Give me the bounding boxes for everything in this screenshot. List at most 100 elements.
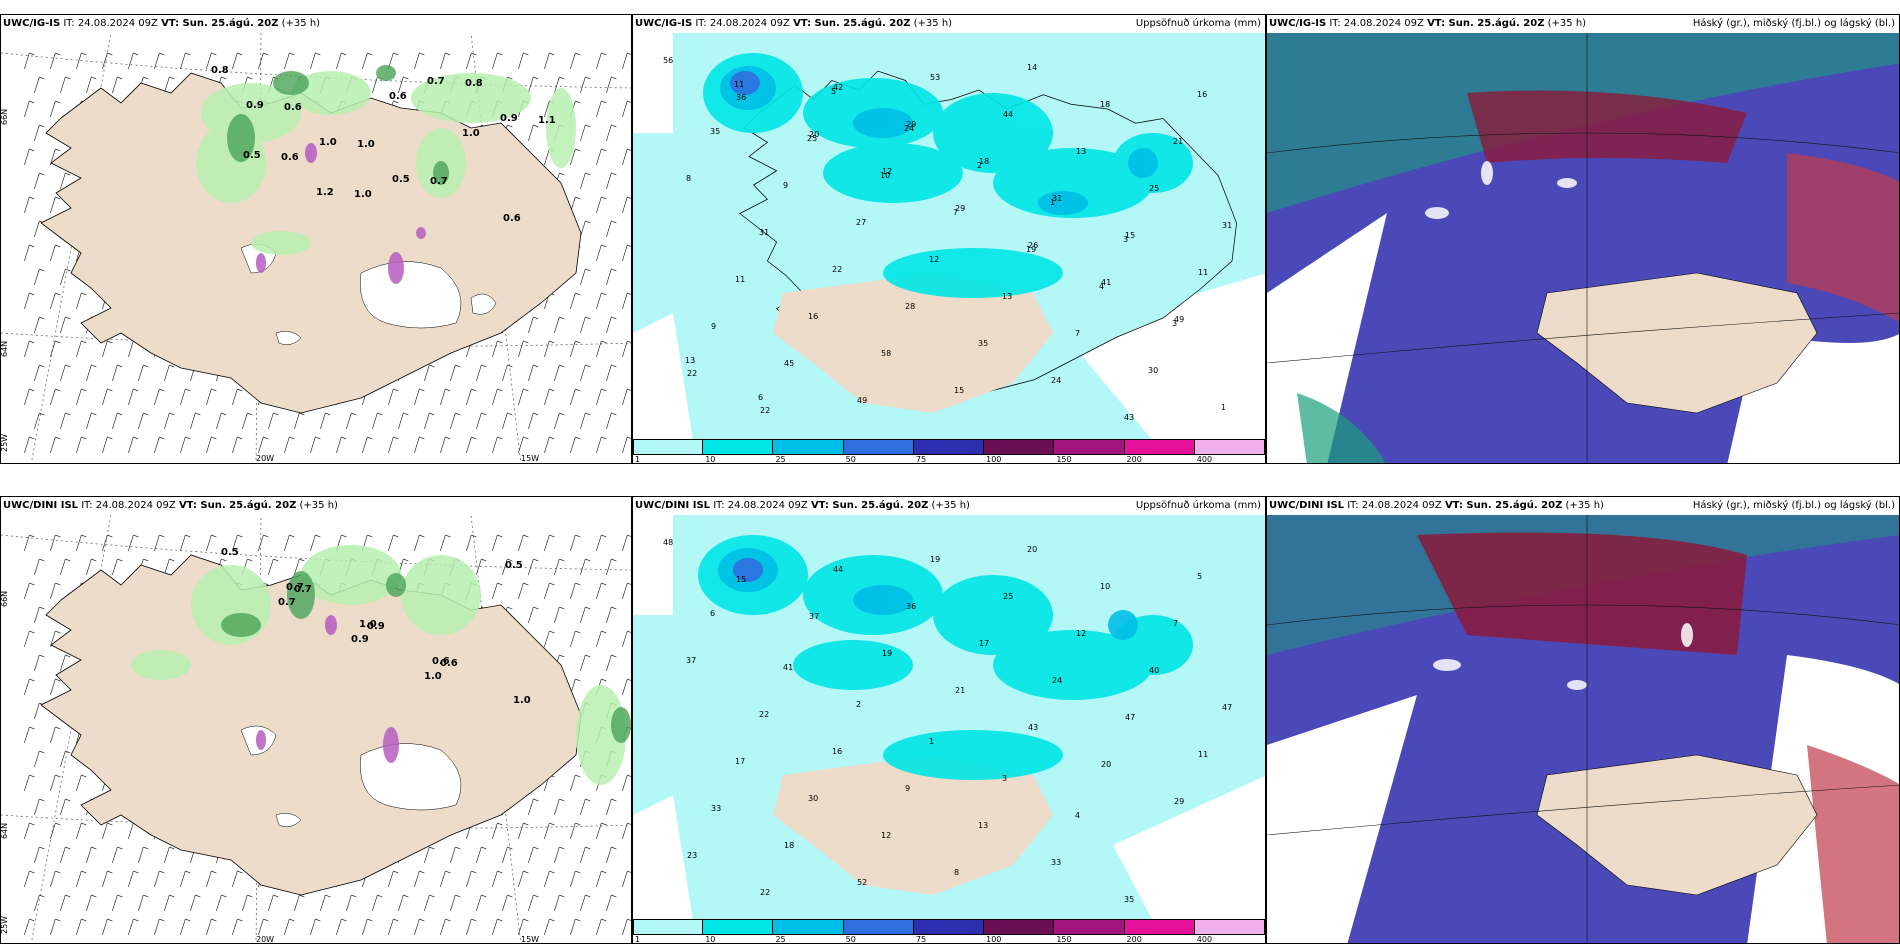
colorbar-swatch <box>1054 439 1125 455</box>
wind-barb-tick <box>575 534 581 538</box>
value-label: 9 <box>711 322 716 331</box>
wind-barb-tick <box>507 76 513 80</box>
wind-barb-tick <box>611 654 617 658</box>
wind-barb <box>179 388 186 406</box>
wind-barb-tick <box>585 894 591 898</box>
lat-label-64: 64N <box>1 823 9 839</box>
wind-barb-tick <box>507 558 513 562</box>
wind-barb-tick <box>549 52 555 56</box>
wind-barb <box>527 364 534 382</box>
wind-barb-tick <box>81 534 87 538</box>
value-label: 22 <box>759 710 769 719</box>
wind-barb-tick <box>471 870 477 874</box>
wind-barb <box>231 52 238 70</box>
wind-barb <box>127 534 134 552</box>
wind-barb-tick <box>559 798 565 802</box>
wind-barb <box>439 436 446 454</box>
wind-barb <box>621 678 628 696</box>
wind-barb-tick <box>351 894 357 898</box>
wind-barb <box>605 268 612 286</box>
wind-barb-tick <box>523 388 529 392</box>
wind-barb-tick <box>601 534 607 538</box>
wind-barb-tick <box>627 436 631 439</box>
wind-barb-tick <box>55 52 61 56</box>
wind-barb-tick <box>159 436 165 440</box>
wind-barb-tick <box>39 606 45 610</box>
wind-barb <box>387 388 394 406</box>
colorbar-swatch <box>633 919 704 935</box>
value-label: 11 <box>734 80 744 89</box>
wind-barb-tick <box>497 582 503 586</box>
wind-barb-tick <box>55 918 61 922</box>
wind-barb <box>33 558 40 576</box>
value-label: 20 <box>1027 545 1037 554</box>
wind-barb-tick <box>117 558 123 562</box>
wind-barb-tick <box>393 534 399 538</box>
wind-barb-tick <box>169 412 175 416</box>
wind-barb-tick <box>55 630 61 634</box>
wind-barb-tick <box>523 582 529 586</box>
precip-map: 4815371921432029232244361724471133185219… <box>633 515 1265 921</box>
wind-barb-tick <box>455 894 461 898</box>
wind-barb <box>163 412 170 430</box>
wind-barb <box>439 870 446 888</box>
wind-barb <box>267 412 274 430</box>
wind-barb <box>293 894 300 912</box>
wind-barb-tick <box>627 244 631 247</box>
wind-barb <box>621 582 628 600</box>
wind-barb-tick <box>585 558 591 562</box>
value-label: 0.7 <box>427 76 445 87</box>
lon-label-25: 25W <box>1 434 9 452</box>
wind-barb <box>595 630 602 648</box>
wind-barb-tick <box>29 678 35 682</box>
wind-barb <box>371 76 378 94</box>
wind-barb <box>517 534 524 552</box>
value-label: 3 <box>1002 774 1007 783</box>
wind-barb <box>49 534 56 552</box>
value-label: 12 <box>1076 629 1086 638</box>
wind-barb <box>397 76 404 94</box>
wind-barb <box>319 412 326 430</box>
value-label: 0.6 <box>503 213 521 224</box>
wind-barb <box>153 436 160 454</box>
wind-barb-tick <box>559 364 565 368</box>
wind-barb-tick <box>419 436 425 440</box>
wind-barb-tick <box>533 558 539 562</box>
wind-barb-tick <box>585 172 591 176</box>
wind-barb-tick <box>237 52 243 56</box>
wind-barb-tick <box>169 846 175 850</box>
wind-barb <box>595 870 602 888</box>
value-label: 0.5 <box>392 174 410 185</box>
wind-barb-tick <box>429 894 435 898</box>
wind-barb <box>85 846 92 864</box>
wind-barb <box>59 894 66 912</box>
wind-barb-tick <box>497 436 503 440</box>
value-label: 0.6 <box>432 656 450 667</box>
panel-header: UWC/IG-IS IT: 24.08.2024 09Z VT: Sun. 25… <box>3 18 321 29</box>
wind-barb-tick <box>601 436 607 440</box>
wind-barb <box>49 918 56 936</box>
value-label: 9 <box>783 181 788 190</box>
wind-barb-tick <box>117 412 123 416</box>
wind-barb <box>621 918 628 936</box>
wind-barb-tick <box>627 870 631 873</box>
wind-barb-tick <box>169 364 175 368</box>
wind-barb <box>501 894 508 912</box>
wind-barb-tick <box>481 412 487 416</box>
wind-barb-tick <box>419 918 425 922</box>
wind-barb-tick <box>263 918 269 922</box>
wind-barb <box>23 582 30 600</box>
wind-barb-tick <box>39 412 45 416</box>
wind-barb <box>23 774 30 792</box>
value-label: 22 <box>687 369 697 378</box>
wind-barb <box>413 534 420 552</box>
wind-barb-tick <box>81 340 87 344</box>
colorbar-label: 1 <box>635 935 641 944</box>
wind-barb <box>569 52 576 70</box>
wind-barb <box>319 894 326 912</box>
wind-barb <box>49 196 56 214</box>
value-label: 30 <box>808 794 818 803</box>
panel-header: UWC/IG-IS IT: 24.08.2024 09Z VT: Sun. 25… <box>635 18 953 29</box>
wind-barb-tick <box>611 124 617 128</box>
value-label: 18 <box>979 157 989 166</box>
